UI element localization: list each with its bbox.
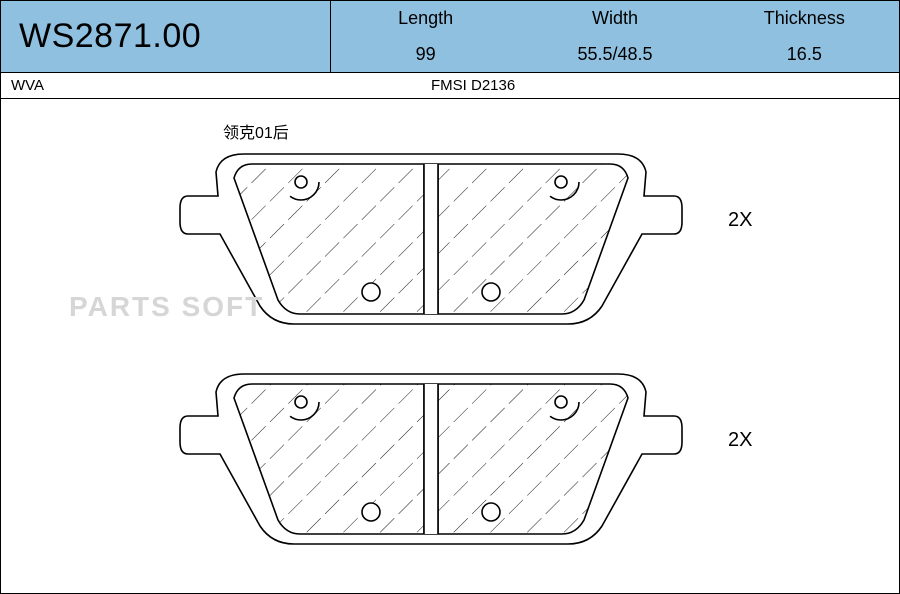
width-label: Width xyxy=(520,8,709,29)
length-label: Length xyxy=(331,8,520,29)
quantity-label-top: 2X xyxy=(728,209,752,232)
thickness-label: Thickness xyxy=(710,8,899,29)
codes-row: WVA FMSI D2136 xyxy=(1,73,899,99)
fmsi-value: D2136 xyxy=(471,77,571,94)
width-value: 55.5/48.5 xyxy=(520,44,709,65)
dimensions-values: 99 55.5/48.5 16.5 xyxy=(331,37,899,73)
drawing-area xyxy=(1,139,900,579)
header-band: WS2871.00 Length Width Thickness 99 55.5… xyxy=(1,1,899,73)
brake-pad-drawing xyxy=(1,139,900,579)
length-value: 99 xyxy=(331,44,520,65)
part-number: WS2871.00 xyxy=(19,17,201,56)
part-number-cell: WS2871.00 xyxy=(1,1,331,72)
dimensions-labels: Length Width Thickness xyxy=(331,1,899,37)
fmsi-label: FMSI xyxy=(331,77,471,94)
thickness-value: 16.5 xyxy=(710,44,899,65)
dimensions-cell: Length Width Thickness 99 55.5/48.5 16.5 xyxy=(331,1,899,72)
quantity-label-bottom: 2X xyxy=(728,429,752,452)
wva-label: WVA xyxy=(1,77,61,94)
